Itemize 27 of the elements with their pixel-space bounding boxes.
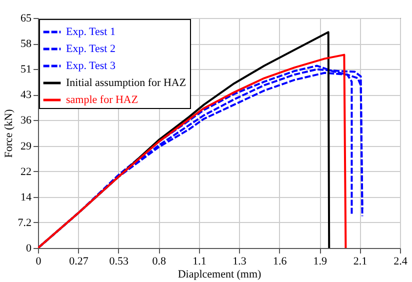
y-tick-label: 43	[20, 89, 32, 102]
y-tick-label: 36	[20, 114, 32, 127]
x-tick-label: 0.53	[109, 256, 130, 268]
legend-label: Initial assumption for HAZ	[66, 77, 186, 89]
x-tick-label: 1.1	[192, 256, 206, 268]
x-tick-label: 0.8	[152, 256, 167, 268]
y-tick-label: 14	[20, 191, 32, 204]
legend-label: sample for HAZ	[66, 94, 138, 106]
x-axis-title: Diaplcement (mm)	[178, 268, 262, 280]
legend-label: Exp. Test 2	[66, 43, 116, 55]
legend-label: Exp. Test 3	[66, 60, 116, 72]
x-tick-label: 1.3	[232, 256, 247, 268]
x-tick-label: 0.27	[69, 256, 89, 268]
x-tick-label: 2.4	[394, 256, 408, 268]
y-tick-label: 58	[20, 38, 32, 50]
x-tick-label: 2.1	[353, 256, 368, 268]
y-tick-label: 22	[20, 166, 32, 178]
x-tick-label: 1.9	[313, 256, 328, 268]
x-tick-label: 0	[36, 256, 42, 268]
x-tick-label: 1.6	[272, 256, 288, 268]
y-tick-label: 51	[20, 64, 32, 76]
y-tick-label: 7.2	[18, 216, 32, 229]
y-tick-label: 65	[20, 12, 32, 24]
y-tick-label: 0	[26, 242, 32, 254]
legend-label: Exp. Test 1	[66, 26, 116, 38]
y-tick-label: 29	[20, 140, 32, 152]
y-axis-title: Force (kN)	[2, 108, 15, 158]
